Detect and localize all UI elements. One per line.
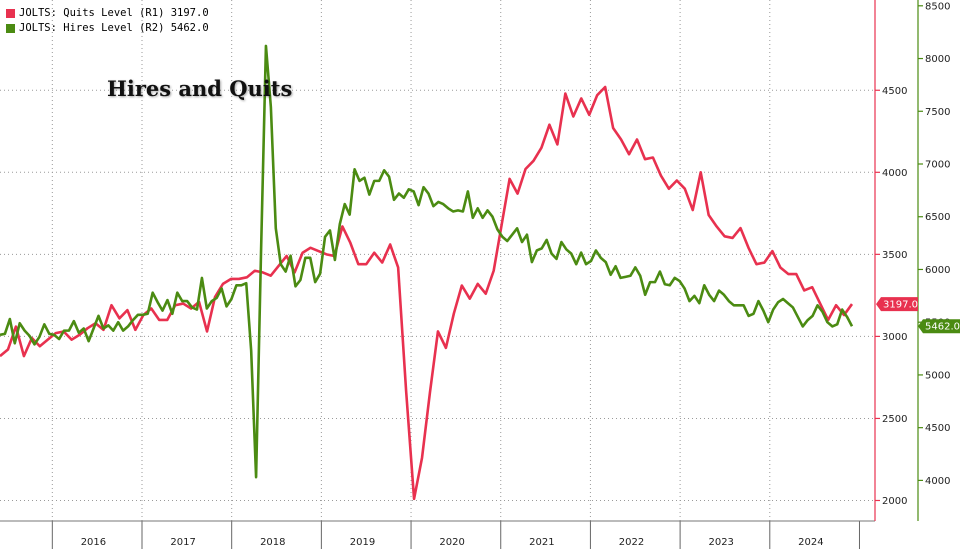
- x-tick-label: 2020: [439, 537, 464, 548]
- r1-tick-label: 3500: [882, 250, 907, 261]
- legend-item-quits: JOLTS: Quits Level (R1) 3197.0: [6, 6, 209, 21]
- hires-last-tag: [918, 319, 960, 334]
- r1-tick-label: 3000: [882, 332, 907, 343]
- x-tick-label: 2018: [260, 537, 285, 548]
- hires-series-line: [0, 44, 854, 479]
- r2-tick-label: 6500: [925, 212, 950, 223]
- r1-tick-label: 4000: [882, 168, 907, 179]
- last-value-labels: 3197.0 5462.0: [876, 297, 960, 334]
- r2-tick-label: 4000: [925, 476, 950, 487]
- legend-item-hires: JOLTS: Hires Level (R2) 5462.0: [6, 21, 209, 36]
- legend-quits-label: JOLTS: Quits Level (R1) 3197.0: [19, 7, 209, 19]
- x-tick-label: 2019: [350, 537, 375, 548]
- x-tick-label: 2022: [619, 537, 644, 548]
- chart-title: Hires and Quits: [107, 76, 293, 101]
- r1-tick-label: 2000: [882, 496, 907, 507]
- r2-tick-label: 4500: [925, 423, 950, 434]
- r1-tick-label: 4500: [882, 86, 907, 97]
- r2-tick-label: 8500: [925, 1, 950, 12]
- quits-last-value: 3197.0: [883, 300, 918, 311]
- x-tick-label: 2021: [529, 537, 554, 548]
- r2-tick-label: 7000: [925, 159, 950, 170]
- hires-last-value: 5462.0: [925, 322, 960, 333]
- r2-tick-label: 7500: [925, 107, 950, 118]
- legend-hires-label: JOLTS: Hires Level (R2) 5462.0: [19, 22, 209, 34]
- x-tick-label: 2024: [798, 537, 823, 548]
- x-tick-label: 2023: [708, 537, 733, 548]
- quits-swatch-icon: [6, 9, 15, 18]
- r1-tick-label: 2500: [882, 414, 907, 425]
- hires-swatch-icon: [6, 24, 15, 33]
- r2-tick-label: 8000: [925, 54, 950, 65]
- series-layer: [0, 44, 854, 501]
- r2-tick-label: 5000: [925, 370, 950, 381]
- legend: JOLTS: Quits Level (R1) 3197.0 JOLTS: Hi…: [6, 6, 209, 36]
- quits-last-tag: [876, 297, 918, 312]
- quits-series-line: [0, 85, 854, 501]
- r2-tick-label: 6000: [925, 265, 950, 276]
- x-tick-label: 2016: [81, 537, 106, 548]
- x-tick-label: 2017: [170, 537, 195, 548]
